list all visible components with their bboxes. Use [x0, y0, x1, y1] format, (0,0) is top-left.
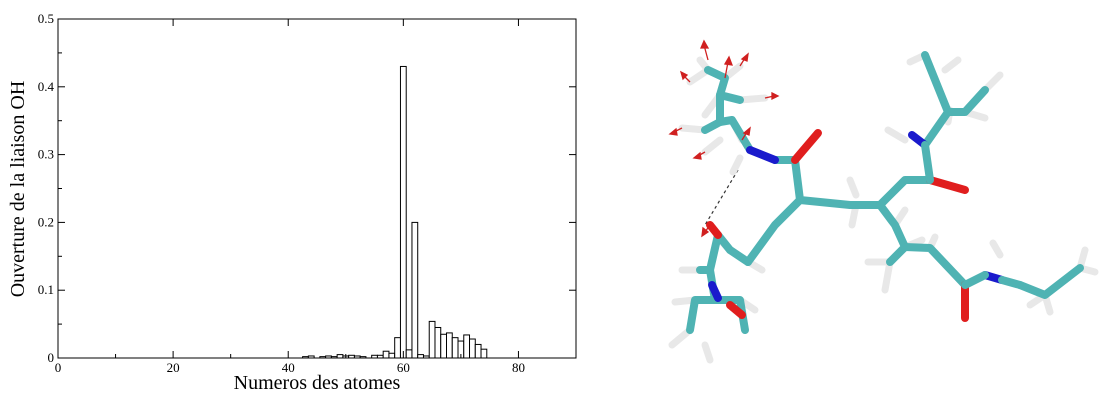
bar	[377, 355, 383, 358]
x-tick-label: 80	[512, 360, 525, 375]
bar	[308, 356, 314, 358]
bar	[412, 222, 418, 358]
bar	[475, 344, 481, 358]
bar	[470, 339, 476, 358]
force-arrows	[670, 41, 778, 236]
x-axis: 0 20 40 60 80	[55, 19, 525, 375]
bar-chart: 00.10.20.30.40.5 0 20 40 60 80 Numeros des a…	[0, 0, 600, 394]
bar	[400, 66, 406, 358]
bar	[337, 355, 343, 358]
bar	[418, 355, 424, 358]
plot-frame	[58, 19, 576, 358]
y-axis: 0 0.1 0.2 0.3 0.4 0.5	[38, 11, 576, 365]
bar	[435, 327, 441, 358]
bar	[360, 357, 366, 358]
bar	[452, 338, 458, 358]
y-tick-label: 0.2	[38, 214, 54, 229]
y-tick-label: 0	[48, 350, 55, 365]
bar	[395, 338, 401, 358]
hydrogen-bond-dashed-line	[705, 170, 738, 225]
molecule-illustration	[650, 25, 1103, 394]
x-axis-title: Numeros des atomes	[234, 372, 401, 394]
y-tick-label: 0.5	[38, 11, 54, 26]
bar	[354, 356, 360, 358]
bar	[406, 350, 412, 358]
bar	[326, 356, 332, 358]
amide-bonds	[925, 145, 1020, 285]
y-axis-title: Ouverture de la liaison OH	[7, 81, 29, 298]
bar	[423, 356, 429, 358]
y-tick-label: 0.3	[38, 147, 54, 162]
bar	[441, 334, 447, 358]
bar	[320, 357, 326, 358]
bar	[372, 355, 378, 358]
bar	[349, 355, 355, 358]
bar	[303, 357, 309, 358]
bar	[464, 335, 470, 358]
bar	[481, 349, 487, 358]
bar	[383, 351, 389, 358]
x-tick-label: 0	[55, 360, 62, 375]
y-tick-label: 0.4	[38, 79, 55, 94]
bar	[389, 353, 395, 358]
bar	[429, 321, 435, 358]
bar	[331, 357, 337, 358]
x-tick-label: 20	[167, 360, 180, 375]
bar	[447, 333, 453, 358]
bars	[303, 66, 487, 358]
y-tick-label: 0.1	[38, 282, 54, 297]
